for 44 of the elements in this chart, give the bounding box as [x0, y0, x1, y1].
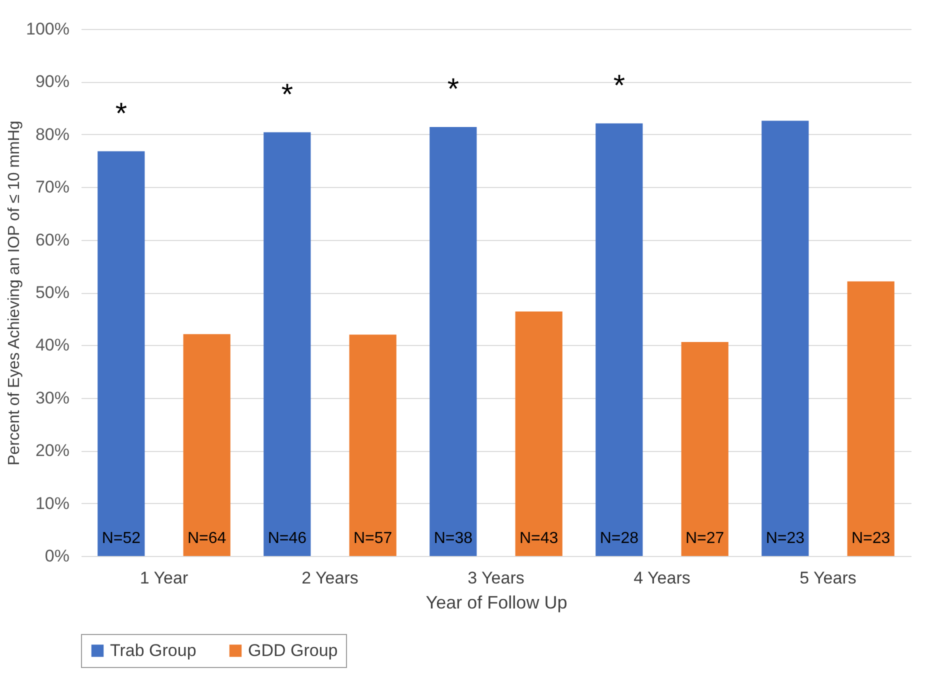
legend-label: Trab Group	[110, 640, 196, 660]
bar	[762, 120, 809, 556]
bar	[349, 334, 396, 556]
y-tick-label: 90%	[35, 72, 70, 92]
annotation: N=52	[102, 530, 141, 547]
legend-label: GDD Group	[248, 640, 338, 660]
y-tick-label: 80%	[35, 124, 70, 144]
bar	[515, 311, 562, 556]
y-tick-label: 50%	[35, 283, 70, 302]
bar	[596, 123, 643, 556]
annotation: *	[115, 97, 128, 130]
annotation: N=64	[187, 530, 226, 547]
annotation: *	[281, 78, 294, 112]
y-tick-label: 30%	[35, 388, 70, 408]
x-tick-label: 3 Years	[468, 568, 524, 588]
annotation: N=57	[353, 530, 392, 547]
y-tick-label: 40%	[35, 336, 70, 355]
annotation: N=27	[685, 530, 724, 547]
x-tick-label: 4 Years	[634, 568, 690, 588]
bar	[847, 281, 894, 556]
annotation: N=46	[268, 530, 307, 547]
annotation: N=43	[519, 530, 558, 547]
y-tick-label: 70%	[35, 178, 70, 197]
x-tick-label: 1 Year	[140, 568, 188, 588]
annotation: N=23	[851, 530, 890, 547]
y-axis-title: Percent of Eyes Achieving an IOP of ≤ 10 mmHg	[6, 120, 24, 466]
x-tick-label: 5 Years	[800, 568, 856, 588]
bar	[98, 151, 145, 556]
bar	[264, 132, 311, 556]
annotation: N=23	[766, 530, 805, 547]
x-tick-label: 2 Years	[302, 568, 358, 588]
y-tick-label: 10%	[35, 494, 70, 513]
bar	[430, 127, 477, 556]
annotation: *	[613, 69, 626, 102]
y-tick-label: 100%	[26, 20, 70, 38]
y-tick-label: 20%	[35, 441, 70, 460]
y-tick-label: 60%	[35, 230, 70, 250]
annotation: *	[447, 73, 460, 106]
x-axis-title: Year of Follow Up	[426, 592, 568, 612]
bar	[183, 334, 230, 556]
annotation: N=38	[434, 530, 473, 547]
y-tick-label: 0%	[44, 546, 70, 566]
annotation: N=28	[600, 530, 639, 547]
bar	[681, 342, 728, 556]
